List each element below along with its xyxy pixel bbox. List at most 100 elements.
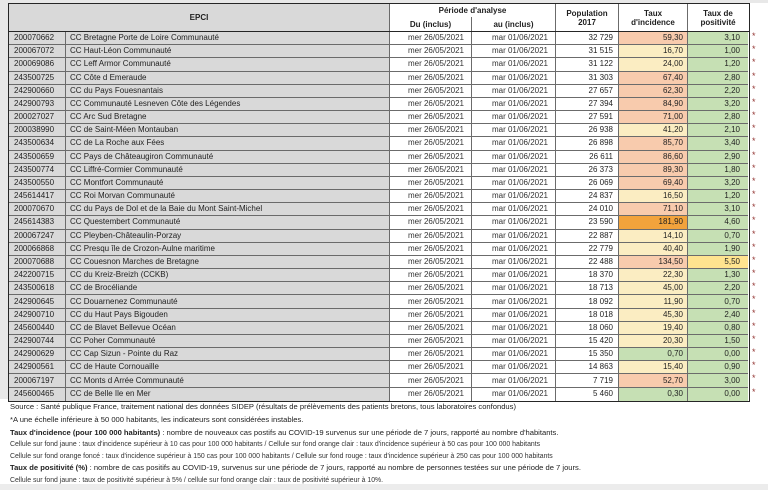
epci-code-cell: 243500550 (9, 176, 66, 191)
incidence-cell: 0,30 (619, 387, 688, 401)
footnote-line: Cellule sur fond jaune : taux d'incidenc… (10, 439, 760, 451)
footnote-lead: Taux d'incidence (pour 100 000 habitants… (10, 427, 161, 437)
date-du-cell: mer 26/05/2021 (390, 176, 472, 191)
footnote-text: *A une échelle inférieure à 50 000 habit… (10, 415, 304, 424)
epci-name-cell: CC Monts d Arrée Communauté (66, 374, 390, 388)
table-row: 243500634 CC de La Roche aux Fées mer 26… (9, 137, 749, 151)
instability-asterisk: * (752, 320, 756, 331)
positivity-cell: 2,90 (688, 150, 748, 164)
population-cell: 27 591 (556, 111, 619, 125)
instability-asterisk: * (752, 83, 756, 94)
instability-asterisk: * (752, 70, 756, 81)
epci-name-cell: CC Pleyben-Châteaulin-Porzay (66, 229, 390, 243)
positivity-cell: 1,20 (688, 190, 748, 204)
date-du-cell: mer 26/05/2021 (390, 124, 472, 138)
date-au-cell: mar 01/06/2021 (472, 321, 556, 335)
positivity-cell: 2,80 (688, 111, 748, 125)
footnote-line: Taux de positivité (%) : nombre de cas p… (10, 462, 760, 475)
positivity-cell: 1,00 (688, 45, 748, 59)
table-row: 242200715 CC du Kreiz-Breizh (CCKB) mer … (9, 269, 749, 283)
table-row: 200070670 CC du Pays de Dol et de la Bai… (9, 203, 749, 217)
table-row: 200067247 CC Pleyben-Châteaulin-Porzay m… (9, 229, 749, 243)
epci-code-cell: 242900744 (9, 334, 66, 349)
epci-name-cell: CC Douarnenez Communauté (66, 295, 390, 309)
instability-asterisk: * (752, 202, 756, 213)
instability-asterisk: * (752, 281, 756, 292)
instability-asterisk: * (752, 333, 756, 344)
date-au-cell: mar 01/06/2021 (472, 387, 556, 401)
incidence-cell: 69,40 (619, 176, 688, 191)
incidence-cell: 11,90 (619, 295, 688, 309)
header-au-inclus: au (inclus) (472, 17, 556, 31)
instability-asterisk: * (752, 254, 756, 265)
instability-asterisk: * (752, 347, 756, 358)
population-cell: 31 515 (556, 45, 619, 59)
incidence-cell: 40,40 (619, 242, 688, 256)
instability-asterisk: * (752, 31, 756, 41)
table-row: 243500659 CC Pays de Châteaugiron Commun… (9, 150, 749, 164)
epci-name-cell: CC du Pays Fouesnantais (66, 84, 390, 98)
population-cell: 24 010 (556, 203, 619, 217)
incidence-cell: 85,70 (619, 137, 688, 151)
population-cell: 23 590 (556, 216, 619, 230)
header-positivite-line1: Taux de (703, 8, 733, 18)
incidence-cell: 45,30 (619, 308, 688, 322)
page-top-margin (0, 0, 768, 3)
date-du-cell: mer 26/05/2021 (390, 361, 472, 375)
instability-asterisk: * (752, 215, 756, 226)
epci-code-cell: 242200715 (9, 269, 66, 283)
table-row: 243500774 CC Liffré-Cormier Communauté m… (9, 163, 749, 177)
incidence-cell: 15,40 (619, 361, 688, 375)
positivity-cell: 0,90 (688, 361, 748, 375)
date-au-cell: mar 01/06/2021 (472, 97, 556, 112)
incidence-cell: 59,30 (619, 32, 688, 46)
header-positivite-line2: positivité (700, 17, 736, 27)
epci-code-cell: 200027027 (9, 111, 66, 125)
date-du-cell: mer 26/05/2021 (390, 71, 472, 85)
positivity-cell: 3,20 (688, 176, 748, 191)
instability-asterisk: * (752, 136, 756, 147)
table-row: 242900744 CC Poher Communauté mer 26/05/… (9, 334, 749, 349)
epci-name-cell: CC Presqu île de Crozon-Aulne maritime (66, 242, 390, 256)
header-taux-incidence: Taux d'incidence (619, 4, 688, 31)
incidence-cell: 71,10 (619, 203, 688, 217)
source-line: Source : Santé publique France, traiteme… (10, 402, 516, 411)
epci-code-cell: 243500725 (9, 71, 66, 85)
footnote-line: *A une échelle inférieure à 50 000 habit… (10, 414, 760, 427)
table-row: 200069086 CC Leff Armor Communauté mer 2… (9, 58, 749, 72)
epci-code-cell: 243500659 (9, 150, 66, 164)
date-au-cell: mar 01/06/2021 (472, 242, 556, 256)
date-du-cell: mer 26/05/2021 (390, 255, 472, 270)
epci-code-cell: 242900793 (9, 97, 66, 112)
table-body: 200070662 CC Bretagne Porte de Loire Com… (9, 32, 749, 401)
instability-asterisk: * (752, 360, 756, 371)
positivity-cell: 2,20 (688, 84, 748, 98)
date-au-cell: mar 01/06/2021 (472, 150, 556, 164)
date-du-cell: mer 26/05/2021 (390, 97, 472, 112)
date-au-cell: mar 01/06/2021 (472, 269, 556, 283)
date-au-cell: mar 01/06/2021 (472, 374, 556, 388)
instability-asterisk: * (752, 162, 756, 173)
incidence-cell: 52,70 (619, 374, 688, 388)
population-cell: 18 713 (556, 282, 619, 296)
epci-name-cell: CC Cap Sizun - Pointe du Raz (66, 348, 390, 362)
footnote-line: Cellule sur fond jaune : taux de positiv… (10, 475, 760, 487)
date-au-cell: mar 01/06/2021 (472, 308, 556, 322)
date-au-cell: mar 01/06/2021 (472, 124, 556, 138)
incidence-cell: 89,30 (619, 163, 688, 177)
table-row: 200070662 CC Bretagne Porte de Loire Com… (9, 32, 749, 46)
date-au-cell: mar 01/06/2021 (472, 295, 556, 309)
table-row: 242900710 CC du Haut Pays Bigouden mer 2… (9, 308, 749, 322)
header-population-2017: Population 2017 (556, 4, 619, 31)
epci-name-cell: CC Bretagne Porte de Loire Communauté (66, 32, 390, 46)
epci-code-cell: 200067197 (9, 374, 66, 388)
epci-name-cell: CC de Saint-Méen Montauban (66, 124, 390, 138)
positivity-cell: 1,90 (688, 242, 748, 256)
epci-name-cell: CC du Kreiz-Breizh (CCKB) (66, 269, 390, 283)
population-cell: 26 898 (556, 137, 619, 151)
epci-code-cell: 200038990 (9, 124, 66, 138)
date-au-cell: mar 01/06/2021 (472, 58, 556, 72)
table-row: 200038990 CC de Saint-Méen Montauban mer… (9, 124, 749, 138)
incidence-cell: 84,90 (619, 97, 688, 112)
epci-name-cell: CC Poher Communauté (66, 334, 390, 349)
